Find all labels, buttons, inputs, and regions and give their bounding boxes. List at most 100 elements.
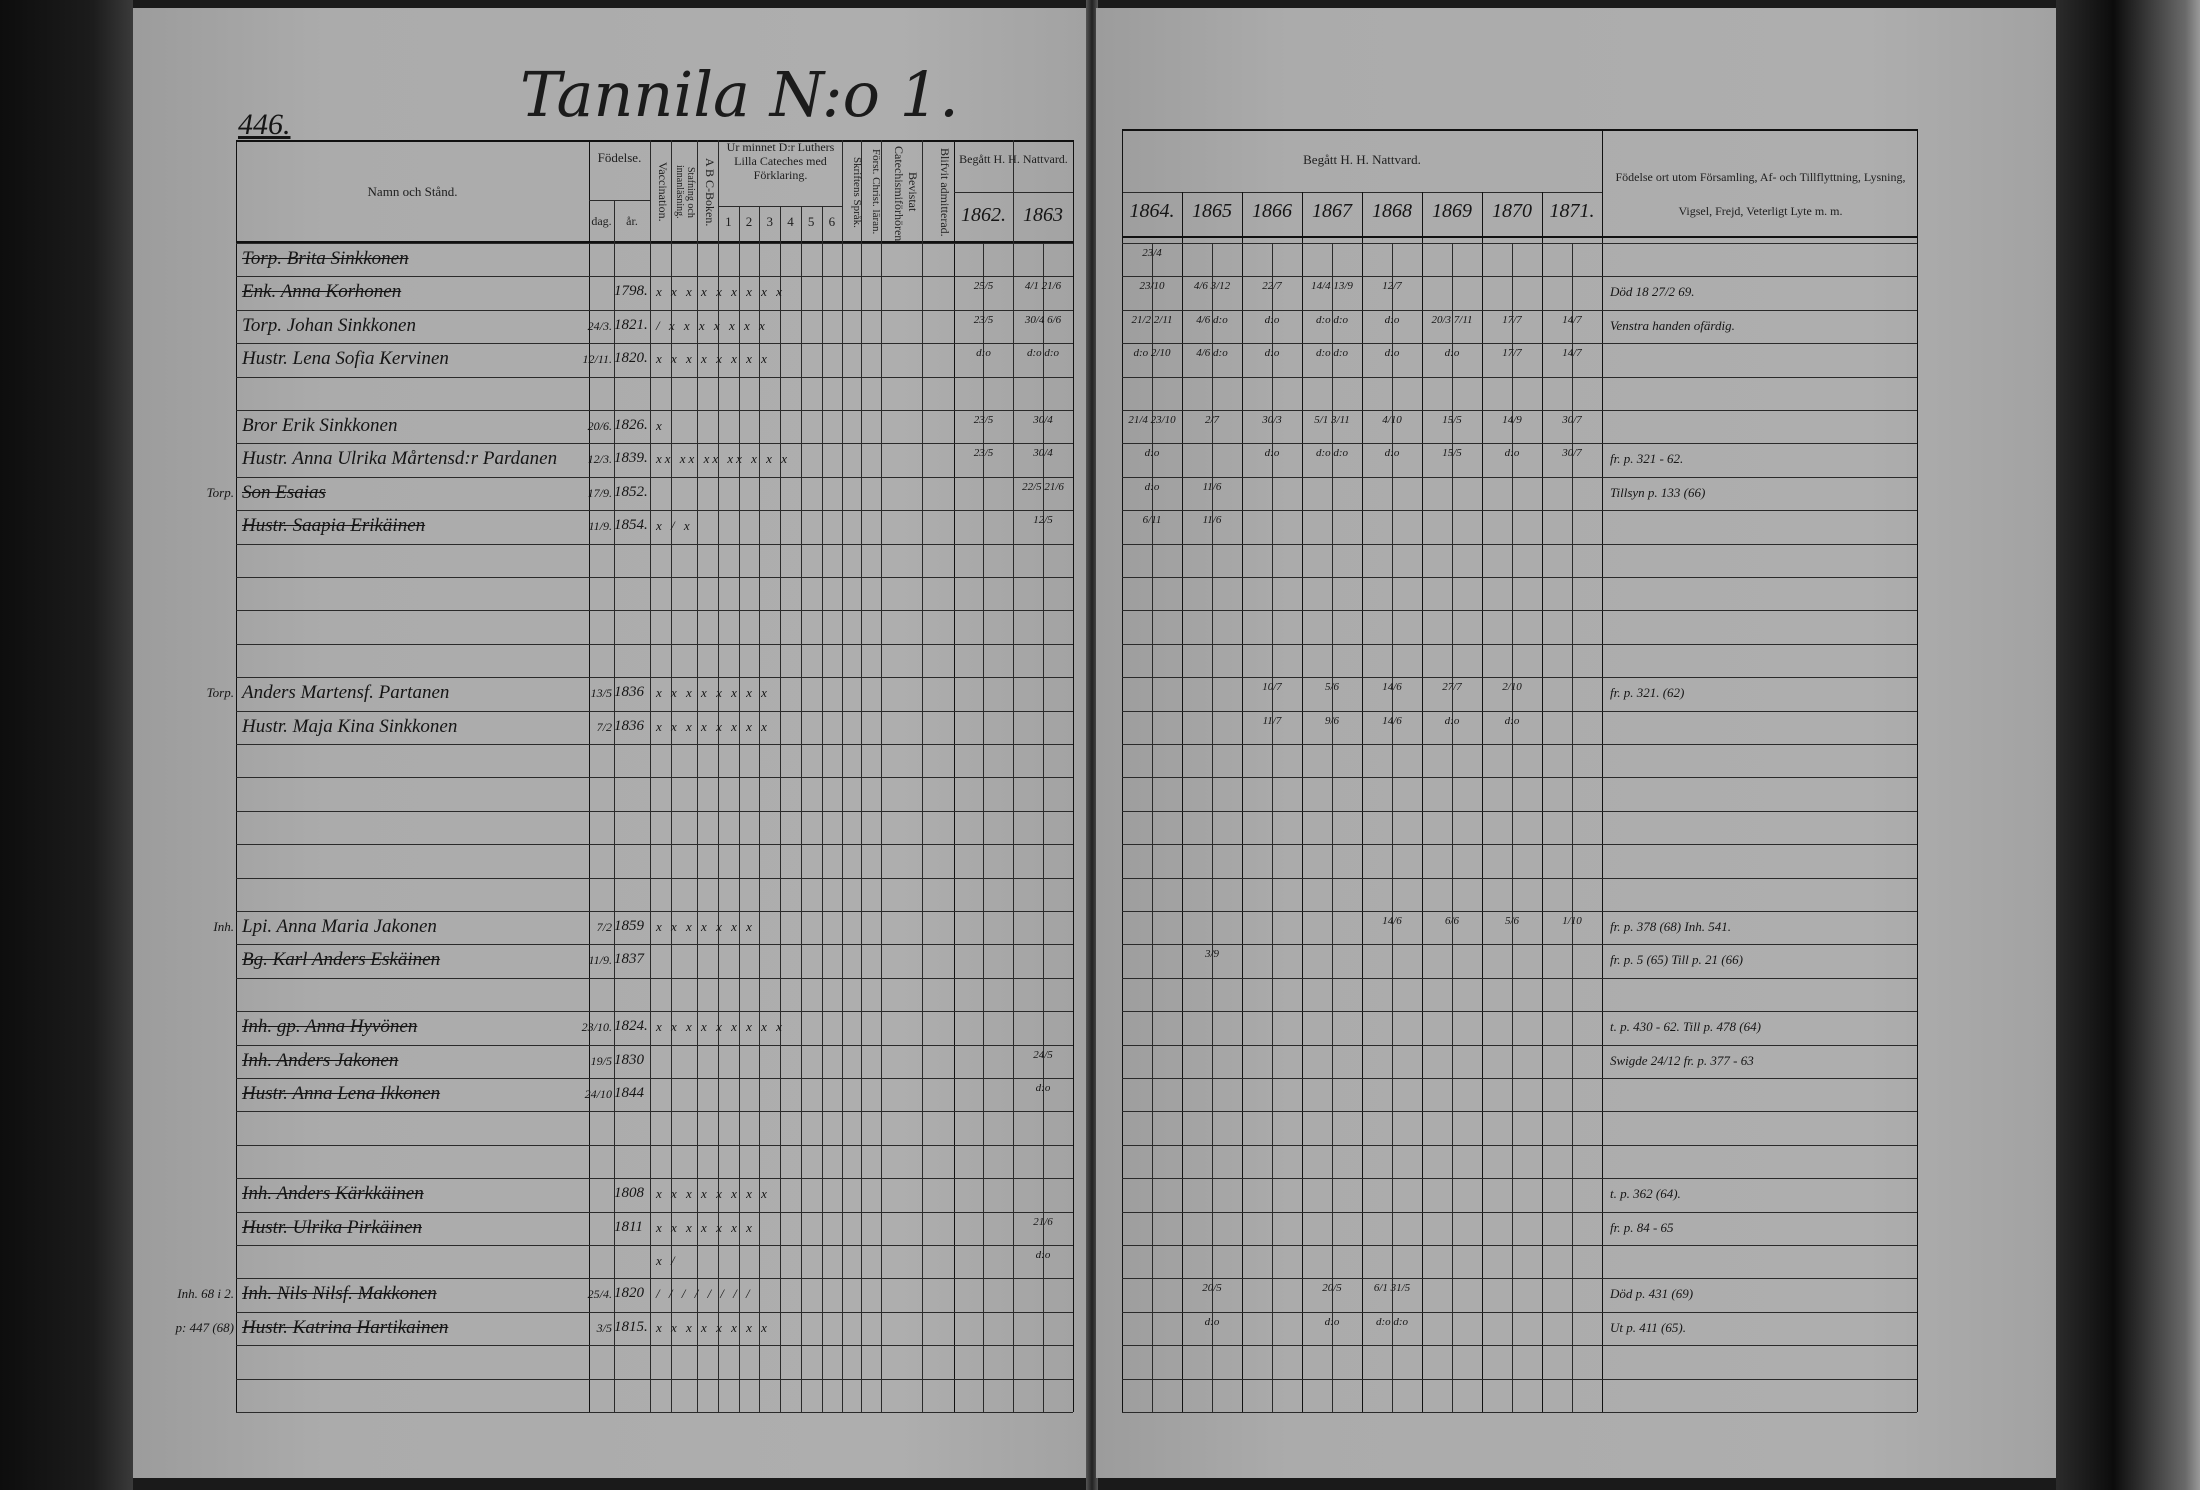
row-rule: [236, 1278, 1073, 1280]
row-rule: [236, 443, 1073, 445]
header-christian: Först. Christ. läran.: [870, 149, 882, 235]
communion-date: 14/6: [1382, 681, 1402, 694]
year-header-8: 1870: [1492, 200, 1532, 222]
row-rule: [1122, 1044, 1917, 1046]
header-bottom-border: [1122, 236, 1917, 238]
row-rule: [236, 577, 1073, 578]
year-header-5: 1867: [1312, 200, 1352, 222]
communion-date: 6/11: [1142, 514, 1162, 527]
person-name: Inh. gp. Anna Hyvönen: [242, 1016, 418, 1038]
communion-date: 12/7: [1382, 280, 1402, 293]
communion-date: 9/6: [1324, 714, 1340, 727]
row-rule: [236, 276, 1073, 278]
birth-year: 1839.: [614, 450, 648, 467]
column-rule: [697, 140, 698, 1412]
communion-date: d:o: [1035, 1249, 1051, 1261]
row-rule: [1122, 710, 1917, 712]
row-rule: [1122, 1245, 1917, 1246]
register-title: Tannila N:o 1.: [520, 58, 959, 131]
row-rule: [1122, 844, 1917, 846]
remark-text: fr. p. 84 - 65: [1610, 1219, 1674, 1235]
row-rule: [236, 744, 1073, 745]
row-rule: [1122, 1278, 1917, 1280]
catechism-part-3: 3: [766, 214, 773, 229]
column-rule: [1242, 192, 1243, 1412]
year-header-3: 1865: [1192, 200, 1232, 222]
person-name: Bror Erik Sinkkonen: [242, 415, 398, 436]
catechism-marks: x x x x x x x x: [656, 1186, 770, 1202]
row-rule: [1122, 577, 1917, 578]
communion-date: 23/5: [973, 414, 994, 426]
birth-day: 20/6.: [587, 419, 612, 433]
communion-date: 12/5: [1033, 514, 1053, 527]
catechism-marks: xx xx xx xx x x x: [656, 451, 790, 467]
column-rule: [983, 243, 984, 1412]
communion-date: d:o: [1324, 1315, 1340, 1328]
row-rule: [1122, 777, 1917, 779]
row-rule: [1122, 343, 1917, 345]
row-rule: [236, 911, 1073, 912]
birth-year: 1808: [614, 1185, 644, 1202]
communion-date: 30/4: [1033, 447, 1053, 460]
birth-year: 1815.: [614, 1318, 648, 1335]
page-number: 446.: [238, 108, 291, 141]
margin-note: Torp.: [206, 685, 234, 701]
column-rule: [1073, 140, 1074, 1412]
row-rule: [1122, 911, 1917, 912]
year-header-2: 1864.: [1129, 200, 1175, 222]
catechism-marks: x / x: [656, 518, 693, 534]
column-rule: [922, 140, 923, 1412]
header-admitted: Blifvit admitterad.: [938, 147, 952, 237]
table-top-border: [1122, 129, 1917, 131]
communion-date: d:o d:o: [1315, 313, 1349, 326]
row-rule: [1122, 1144, 1917, 1146]
row-rule: [1122, 543, 1917, 545]
birth-year: 1826.: [614, 417, 648, 433]
book-binding-left: [0, 0, 133, 1490]
birth-year: 1820.: [614, 350, 648, 367]
row-rule: [1122, 744, 1917, 745]
catechism-marks: x x x x x x x: [656, 1219, 755, 1235]
row-rule: [1122, 643, 1917, 645]
row-rule: [1122, 977, 1917, 979]
communion-date: 22/5 21/6: [1022, 480, 1064, 493]
birth-day: 13/5: [590, 686, 612, 701]
column-rule: [861, 140, 862, 1412]
header-scripture: Skriftens Språk.: [851, 156, 863, 228]
catechism-part-2: 2: [745, 214, 753, 229]
person-name: Hustr. Saapia Erikäinen: [242, 515, 426, 537]
row-rule: [236, 476, 1073, 478]
communion-date: 10/7: [1262, 681, 1282, 694]
row-rule: [1122, 243, 1917, 244]
communion-date: d:o: [1264, 313, 1280, 326]
communion-date: 14/9: [1502, 414, 1522, 426]
communion-date: 11/6: [1202, 480, 1222, 493]
column-subrule: [1392, 243, 1393, 1412]
row-rule: [1122, 1412, 1917, 1413]
communion-date: 14/7: [1562, 313, 1582, 326]
communion-date: 27/7: [1442, 681, 1462, 694]
person-name: Lpi. Anna Maria Jakonen: [242, 916, 437, 937]
margin-note: Torp.: [206, 484, 234, 500]
row-rule: [236, 1211, 1073, 1213]
communion-date: 4/6 d:o: [1196, 313, 1228, 326]
header-communion-left: Begått H. H. Nattvard.: [959, 152, 1068, 166]
row-rule: [236, 343, 1073, 345]
communion-date: d:o: [1264, 347, 1280, 360]
communion-date: d:o: [1504, 447, 1520, 460]
row-rule: [1122, 877, 1917, 879]
row-rule: [1122, 309, 1917, 311]
remark-text: fr. p. 321 - 62.: [1610, 451, 1684, 467]
margin-note: Inh.: [213, 919, 234, 934]
header-bottom-border: [236, 241, 1073, 243]
column-rule: [671, 140, 672, 1412]
column-rule: [842, 140, 843, 1412]
communion-date: 5/6: [1324, 681, 1340, 694]
row-rule: [236, 243, 1073, 244]
communion-date: 3/9: [1204, 948, 1220, 961]
person-name: Hustr. Maja Kina Sinkkonen: [242, 715, 458, 737]
communion-date: d:o 2/10: [1133, 347, 1171, 360]
catechism-part-1: 1: [725, 214, 732, 229]
row-rule: [236, 710, 1073, 712]
birth-day: 11/9.: [588, 519, 612, 534]
